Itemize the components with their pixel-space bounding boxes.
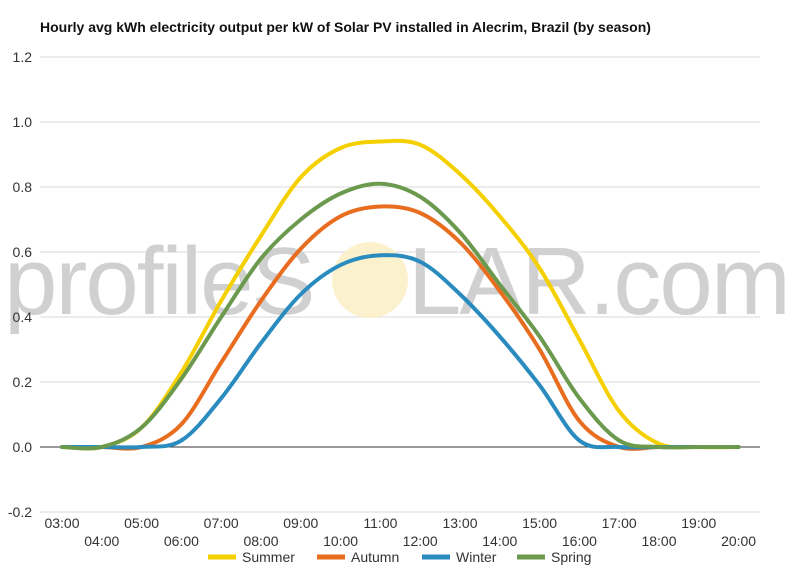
legend-item-autumn: Autumn — [317, 549, 399, 565]
legend-item-spring: Spring — [517, 549, 591, 565]
x-tick-label: 15:00 — [522, 515, 557, 531]
y-tick-label: 1.2 — [13, 49, 33, 65]
y-tick-label: 0.4 — [13, 309, 33, 325]
watermark-text-right: LAR.com — [408, 228, 789, 335]
x-tick-label: 07:00 — [204, 515, 239, 531]
series-line-winter — [60, 253, 741, 450]
watermark: profileS LAR.com — [4, 228, 791, 335]
watermark-sun-icon — [332, 242, 408, 318]
x-tick-label: 20:00 — [721, 533, 756, 549]
x-tick-label: 06:00 — [164, 533, 199, 549]
x-tick-label: 08:00 — [243, 533, 278, 549]
x-tick-label: 04:00 — [84, 533, 119, 549]
x-tick-label: 09:00 — [283, 515, 318, 531]
series-lines — [60, 138, 741, 451]
x-tick-label: 11:00 — [363, 515, 397, 531]
x-tick-label: 16:00 — [562, 533, 597, 549]
y-tick-label: 0.8 — [13, 179, 33, 195]
y-tick-label: 1.0 — [13, 114, 33, 130]
y-axis-labels: 1.2 1.0 0.8 0.6 0.4 0.2 0.0 -0.2 — [8, 49, 32, 520]
y-tick-label: 0.0 — [13, 439, 33, 455]
series-line-summer — [60, 138, 741, 451]
chart-title: Hourly avg kWh electricity output per kW… — [40, 19, 651, 35]
x-tick-label: 17:00 — [602, 515, 637, 531]
legend-label: Summer — [242, 549, 295, 565]
x-tick-label: 10:00 — [323, 533, 358, 549]
x-tick-label: 18:00 — [641, 533, 676, 549]
legend-item-summer: Summer — [208, 549, 295, 565]
x-tick-label: 13:00 — [442, 515, 477, 531]
legend-label: Spring — [551, 549, 591, 565]
series-line-spring — [60, 181, 741, 451]
legend-item-winter: Winter — [422, 549, 497, 565]
x-tick-label: 14:00 — [482, 533, 517, 549]
y-tick-label: 0.6 — [13, 244, 33, 260]
x-tick-label: 12:00 — [403, 533, 438, 549]
x-tick-label: 05:00 — [124, 515, 159, 531]
y-tick-label: -0.2 — [8, 504, 32, 520]
x-tick-label: 19:00 — [681, 515, 716, 531]
legend-label: Winter — [456, 549, 497, 565]
legend: Summer Autumn Winter Spring — [208, 549, 591, 565]
watermark-text-left: profileS — [4, 228, 314, 335]
y-tick-label: 0.2 — [13, 374, 33, 390]
x-tick-label: 03:00 — [44, 515, 79, 531]
legend-label: Autumn — [351, 549, 399, 565]
